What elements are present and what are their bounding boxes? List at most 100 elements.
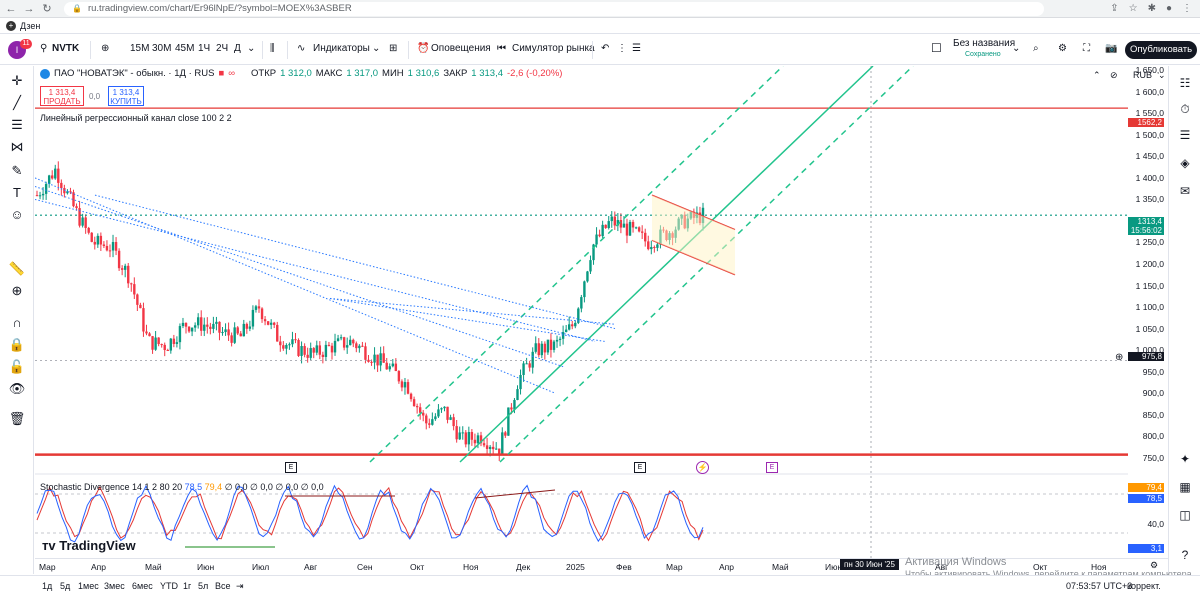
magnet-icon[interactable]: ∩ — [12, 315, 22, 330]
currency-label[interactable]: RUB — [1133, 70, 1153, 80]
flag-icon[interactable]: ■ — [218, 68, 225, 79]
range-all[interactable]: Все — [215, 581, 231, 591]
chart-title[interactable]: ПАО "НОВАТЭК" - обыкн. · 1Д · RUS — [54, 68, 215, 79]
search-icon[interactable]: ⚲ — [40, 43, 48, 54]
candle-body — [87, 227, 90, 233]
interval-30m[interactable]: 30М — [152, 43, 172, 54]
bookmark-dzen[interactable]: Дзен — [20, 20, 41, 31]
interval-day[interactable]: Д — [234, 43, 241, 54]
dividend-icon[interactable]: ⚡ — [696, 461, 709, 474]
settings-icon[interactable]: ⊘ — [1110, 70, 1118, 80]
menu-icon[interactable]: ⋮ — [1182, 3, 1192, 14]
candle-body — [613, 216, 617, 226]
candle-body — [300, 346, 303, 356]
price-tick: 850,0 — [1142, 409, 1164, 420]
fib-icon[interactable]: ☰ — [11, 117, 23, 132]
candles-icon[interactable]: ⫼ — [270, 43, 275, 54]
streams-icon[interactable]: ◫ — [1179, 508, 1191, 522]
range-ytd[interactable]: YTD — [160, 581, 178, 591]
range-6m[interactable]: 6мес — [132, 581, 153, 591]
profile-icon[interactable]: ● — [1165, 3, 1172, 14]
calendar-range-icon[interactable]: ⇥ — [236, 581, 244, 591]
layout-name[interactable]: Без названия — [953, 38, 1016, 49]
undo-icon[interactable]: ↶ — [601, 43, 610, 54]
range-5d[interactable]: 5д — [60, 581, 71, 591]
pattern-icon[interactable]: ⋈ — [10, 139, 24, 154]
publish-button[interactable]: Опубликовать — [1125, 41, 1197, 59]
range-1y[interactable]: 1г — [183, 581, 192, 591]
range-1d[interactable]: 1д — [42, 581, 53, 591]
indicators-icon[interactable]: ∿ — [297, 43, 306, 54]
replay-icon[interactable]: ⏮ — [497, 43, 506, 54]
layers-icon[interactable]: ◈ — [1180, 156, 1190, 170]
reload-icon[interactable]: ↻ — [42, 3, 52, 15]
time-axis[interactable]: Мар Апр Май Июн Июл Авг Сен Окт Ноя Дек 2025 Фев Мар… — [35, 558, 1168, 574]
forward-icon[interactable]: → — [23, 2, 35, 15]
compare-icon[interactable]: ⊕ — [101, 43, 110, 54]
regression-channel-label[interactable]: Линейный регрессионный канал close 100 2… — [40, 113, 232, 123]
brush-icon[interactable]: ✎ — [11, 163, 23, 178]
range-3m[interactable]: 3мес — [104, 581, 125, 591]
fullscreen-icon[interactable]: ⛶ — [1083, 43, 1090, 54]
ruler-icon[interactable]: 📏 — [8, 261, 26, 276]
alerts-clock-icon[interactable]: ⏱ — [1180, 102, 1190, 116]
interval-45m[interactable]: 45М — [175, 43, 195, 54]
drag-handle-icon[interactable]: ⋮ — [617, 43, 627, 54]
chevron-down-icon[interactable]: ⌄ — [1012, 43, 1021, 54]
chevron-down-icon[interactable]: ⌄ — [372, 43, 381, 54]
alerts-button[interactable]: Оповещения — [431, 43, 491, 54]
sell-button[interactable]: 1 313,4 ПРОДАТЬ — [40, 86, 84, 106]
simulator-button[interactable]: Симулятор рынка — [512, 43, 595, 54]
lock-drawings-icon[interactable]: 🔒 — [8, 337, 26, 352]
earnings-marker-future[interactable]: E — [766, 462, 778, 473]
emoji-icon[interactable]: ☺ — [10, 207, 24, 222]
earnings-marker[interactable]: E — [285, 462, 297, 473]
quick-search-icon[interactable]: ⌕ — [1033, 43, 1039, 54]
adjustment-toggle[interactable]: коррект. — [1127, 581, 1161, 591]
interval-1h[interactable]: 1Ч — [198, 43, 211, 54]
alarm-icon[interactable]: ⏰ — [417, 43, 430, 54]
fan-line — [329, 297, 616, 325]
buy-button[interactable]: 1 313,4 КУПИТЬ — [108, 86, 144, 106]
interval-15m[interactable]: 15М — [130, 43, 150, 54]
range-5y[interactable]: 5л — [198, 581, 209, 591]
extensions-icon[interactable]: ✱ — [1147, 3, 1156, 14]
templates-icon[interactable]: ⊞ — [389, 43, 398, 54]
layout-icon[interactable]: ☐ — [931, 41, 942, 55]
candle-body — [358, 345, 361, 349]
chevron-down-icon[interactable]: ⌄ — [247, 43, 256, 54]
clock[interactable]: 07:53:57 UTC+3 — [1066, 581, 1133, 591]
help-icon[interactable]: ? — [1181, 548, 1189, 562]
watchlist-icon[interactable]: ☷ — [1179, 76, 1191, 90]
trash-icon[interactable]: 🗑 — [8, 411, 26, 426]
eye-icon[interactable]: 👁 — [8, 381, 26, 396]
chevron-down-icon[interactable]: ⌄ — [1158, 70, 1166, 80]
hamburger-icon[interactable]: ☰ — [632, 43, 641, 54]
text-icon[interactable]: T — [13, 185, 21, 200]
settings-icon[interactable]: ⚙ — [1058, 43, 1067, 54]
stochastic-legend[interactable]: Stochastic Divergence 14 1 2 80 20 78,5 … — [40, 482, 324, 493]
back-icon[interactable]: ← — [5, 2, 17, 15]
calendar-icon[interactable]: ▦ — [1179, 480, 1191, 494]
zoom-icon[interactable]: ⊕ — [11, 283, 23, 298]
interval-2h[interactable]: 2Ч — [216, 43, 229, 54]
ideas-icon[interactable]: ✦ — [1179, 452, 1191, 466]
chart-settings-icon[interactable]: ⚙ — [1150, 560, 1159, 570]
url-input[interactable]: 🔒 ru.tradingview.com/chart/Er96lNpE/?sym… — [64, 1, 1044, 16]
add-alert-icon[interactable]: ⊕ — [1115, 352, 1124, 363]
indicators-button[interactable]: Индикаторы — [313, 43, 370, 54]
price-chart[interactable] — [35, 66, 1128, 558]
chat-icon[interactable]: ✉ — [1179, 184, 1191, 198]
share-icon[interactable]: ⇪ — [1110, 3, 1119, 14]
crosshair-icon[interactable]: ✛ — [11, 73, 23, 88]
symbol-search[interactable]: NVTK — [52, 43, 80, 54]
chevron-up-icon[interactable]: ⌃ — [1093, 70, 1101, 80]
unlock-icon[interactable]: 🔓 — [8, 359, 26, 374]
earnings-marker[interactable]: E — [634, 462, 646, 473]
range-1m[interactable]: 1мес — [78, 581, 99, 591]
link-icon[interactable]: ∞ — [228, 68, 235, 79]
camera-icon[interactable]: 📷 — [1105, 43, 1118, 54]
news-icon[interactable]: ☰ — [1179, 128, 1191, 142]
trendline-icon[interactable]: ╱ — [13, 95, 21, 110]
star-icon[interactable]: ☆ — [1128, 3, 1138, 14]
